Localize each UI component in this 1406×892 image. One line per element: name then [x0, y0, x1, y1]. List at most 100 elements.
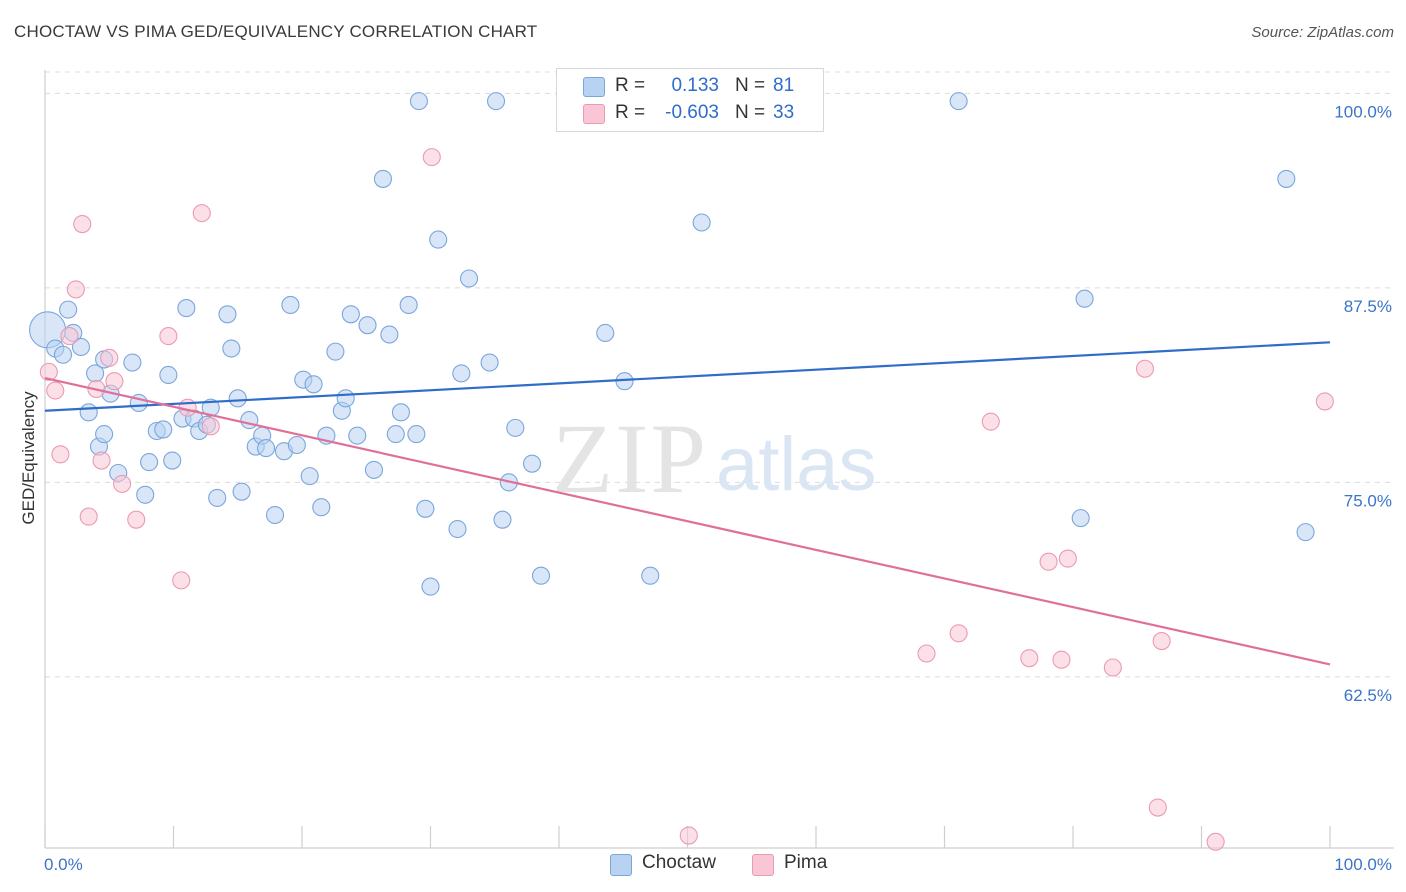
source-note: Source: ZipAtlas.com — [1251, 24, 1394, 41]
pima-point — [159, 327, 178, 346]
choctaw-point — [399, 295, 418, 315]
r-label: R = — [615, 102, 646, 123]
pima-point — [1103, 658, 1122, 677]
choctaw-point — [79, 403, 98, 422]
choctaw-point — [95, 425, 114, 444]
choctaw-point — [232, 482, 251, 501]
pima-point — [100, 348, 119, 367]
legend-label-pima: Pima — [784, 852, 828, 873]
choctaw-point — [163, 451, 182, 470]
choctaw-swatch — [583, 77, 605, 97]
pima-point — [105, 372, 124, 391]
correlation-legend: R = 0.133 N = 81 R = -0.603 N = 33 — [556, 68, 824, 132]
pima-swatch — [583, 104, 605, 124]
pima-point — [39, 362, 58, 381]
pima-point — [949, 624, 968, 643]
pima-point — [1152, 632, 1171, 651]
choctaw-point — [531, 566, 551, 585]
y-axis-label: GED/Equivalency — [19, 391, 38, 525]
choctaw-point — [448, 519, 467, 539]
choctaw-point — [140, 453, 159, 472]
pima-point — [679, 826, 698, 845]
pima-point — [113, 474, 132, 493]
choctaw-point — [1071, 509, 1090, 528]
choctaw-point — [281, 295, 300, 315]
choctaw-point — [416, 499, 435, 518]
choctaw-point — [336, 389, 355, 408]
choctaw-point — [596, 323, 615, 343]
pima-point — [46, 381, 65, 400]
pima-trend-line — [44, 377, 1331, 666]
n-value: 81 — [773, 75, 795, 96]
pima-point — [1039, 552, 1058, 571]
watermark: ZIP atlas — [552, 403, 877, 514]
legend-label-choctaw: Choctaw — [642, 852, 716, 873]
choctaw-point — [486, 92, 506, 111]
choctaw-point — [304, 375, 323, 394]
choctaw-point — [1296, 523, 1315, 542]
legend-row-choctaw: R = 0.133 N = 81 — [557, 73, 823, 101]
pima-point — [1052, 650, 1071, 669]
pima-point — [66, 280, 85, 299]
pima-point — [422, 148, 441, 167]
choctaw-point — [326, 342, 345, 361]
pima-point — [1058, 549, 1077, 568]
choctaw-point — [641, 566, 660, 585]
pima-point — [127, 510, 146, 529]
pima-point — [92, 451, 111, 470]
pima-swatch — [752, 854, 774, 876]
pima-point — [51, 445, 70, 464]
r-label: R = — [615, 75, 646, 96]
choctaw-point — [452, 364, 471, 383]
choctaw-point — [71, 337, 91, 357]
choctaw-point — [692, 213, 711, 232]
choctaw-point — [391, 403, 410, 422]
pima-point — [1315, 392, 1334, 411]
choctaw-point — [348, 426, 367, 445]
choctaw-point — [386, 425, 405, 444]
choctaw-point — [480, 353, 499, 372]
source-prefix: Source: — [1251, 24, 1308, 41]
pima-point — [60, 327, 79, 346]
y-tick-label: 62.5% — [1344, 686, 1392, 705]
pima-point — [172, 571, 191, 590]
y-tick-label: 100.0% — [1334, 102, 1392, 121]
choctaw-point — [421, 577, 440, 596]
choctaw-point — [177, 299, 196, 318]
choctaw-point — [312, 498, 331, 517]
pima-point — [73, 214, 92, 234]
trend-layer — [44, 341, 1331, 666]
choctaw-point — [1277, 169, 1296, 188]
choctaw-point — [228, 389, 247, 408]
choctaw-point — [409, 92, 428, 111]
choctaw-point — [380, 325, 399, 344]
choctaw-point — [506, 418, 525, 437]
pima-point — [201, 417, 220, 436]
pima-point — [192, 204, 211, 223]
pima-point — [917, 644, 936, 663]
x-tick-label: 100.0% — [1334, 855, 1392, 874]
x-tick-label: 0.0% — [44, 855, 83, 874]
choctaw-point — [341, 305, 360, 324]
r-value: -0.603 — [665, 102, 719, 123]
choctaw-point — [287, 435, 306, 455]
r-value: 0.133 — [671, 75, 719, 96]
choctaw-point — [493, 510, 512, 529]
choctaw-point — [136, 485, 155, 504]
choctaw-point — [429, 230, 448, 249]
choctaw-point — [59, 300, 78, 319]
axes-layer — [44, 70, 1394, 849]
choctaw-point — [522, 454, 542, 473]
choctaw-point — [222, 339, 241, 358]
choctaw-point — [373, 169, 393, 188]
choctaw-trend-line — [44, 341, 1331, 412]
choctaw-point — [123, 353, 142, 372]
source-link[interactable]: ZipAtlas.com — [1307, 24, 1394, 41]
choctaw-point — [300, 467, 319, 486]
choctaw-point — [364, 460, 384, 479]
choctaw-point — [256, 439, 276, 458]
ticks-layer: 100.0% 87.5% 75.0% 62.5% 0.0% 100.0% — [44, 102, 1392, 874]
pima-point — [1020, 649, 1039, 668]
series-legend: Choctaw Pima — [0, 852, 1406, 878]
